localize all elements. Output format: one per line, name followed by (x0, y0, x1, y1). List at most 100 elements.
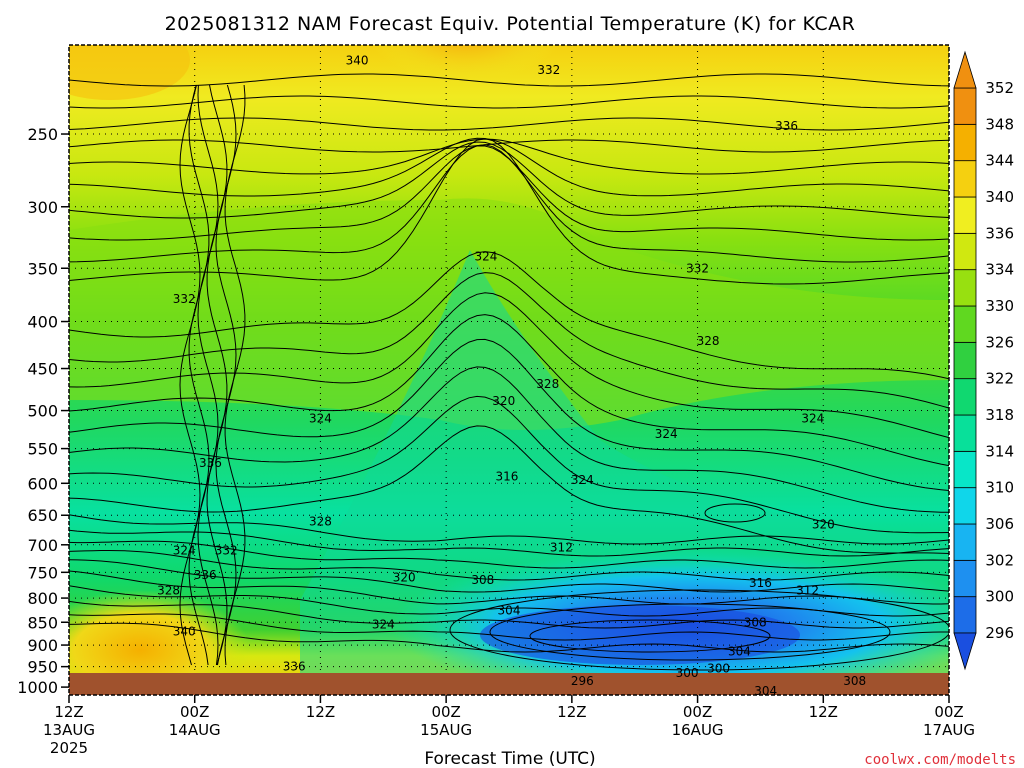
x-tick-time: 00Z (934, 703, 963, 721)
contour-line (449, 589, 949, 671)
y-tick-label: 400 (27, 313, 58, 332)
contour-line (69, 292, 949, 439)
contour-label: 332 (686, 261, 709, 275)
colorbar-label: 300 (985, 588, 1014, 606)
contour-line (69, 622, 949, 653)
contour-line (704, 503, 766, 523)
y-tick-label: 700 (27, 536, 58, 555)
contour-line (197, 84, 219, 666)
colorbar-label: 348 (985, 115, 1014, 133)
contour-label: 332 (537, 63, 560, 77)
contour-label: 308 (843, 674, 866, 688)
colorbar-label: 334 (985, 261, 1014, 279)
contour-label: 336 (775, 119, 798, 133)
colorbar-label: 302 (985, 551, 1014, 569)
x-tick-time: 12Z (306, 703, 335, 721)
contour-line (69, 613, 949, 641)
x-tick-date: 16AUG (672, 721, 724, 739)
contour-label: 320 (393, 571, 416, 585)
colorbar-swatch (953, 487, 977, 525)
contour-label: 324 (173, 543, 196, 557)
colorbar-label: 318 (985, 406, 1014, 424)
contour-line (206, 84, 228, 666)
contour-line (69, 139, 949, 153)
y-tick-label: 750 (27, 563, 58, 582)
colorbar-swatch (953, 123, 977, 162)
contour-label: 336 (194, 568, 217, 582)
contour-label: 320 (492, 394, 515, 408)
contour-line (179, 84, 201, 666)
colorbar-bottom-arrow (953, 632, 977, 671)
contour-label: 316 (495, 470, 518, 484)
contour-line (69, 117, 949, 131)
contour-label: 300 (676, 666, 699, 680)
mid-level-ridge (69, 198, 949, 430)
colorbar-label: 306 (985, 515, 1014, 533)
contour-line (529, 619, 771, 653)
contour-label: 336 (283, 660, 306, 674)
y-tick-label: 800 (27, 589, 58, 608)
colorbar-swatch (953, 305, 977, 343)
credit-text: coolwx.com/modelts (864, 752, 1016, 768)
contour-label: 300 (707, 662, 730, 676)
contour-line (69, 138, 949, 285)
contour-line (69, 529, 949, 557)
contour-line (69, 550, 949, 581)
contour-label: 308 (471, 573, 494, 587)
contour-line (69, 570, 949, 605)
contour-label: 316 (749, 576, 772, 590)
contour-label: 312 (550, 541, 573, 555)
contour-label: 304 (498, 603, 521, 617)
colorbar-swatch (953, 523, 977, 561)
contour-line (69, 95, 949, 109)
x-tick-time: 00Z (683, 703, 712, 721)
plot-frame (68, 44, 950, 696)
contour-label: 324 (571, 473, 594, 487)
contour-line (69, 395, 949, 534)
contour-label: 328 (309, 514, 332, 528)
colorbar-label: 310 (985, 479, 1014, 497)
contour-lines (69, 73, 949, 671)
contour-label: 308 (744, 615, 767, 629)
x-tick-time: 00Z (180, 703, 209, 721)
ground-surface (69, 673, 949, 695)
x-tick-date: 13AUG (43, 721, 95, 739)
colorbar-label: 340 (985, 188, 1014, 206)
contour-label: 324 (801, 411, 824, 425)
contour-line (69, 514, 949, 545)
colorbar-swatch (953, 378, 977, 416)
contour-line (69, 540, 949, 569)
colorbar-label: 344 (985, 152, 1014, 170)
contour-label: 336 (199, 456, 222, 470)
colorbar-label: 314 (985, 442, 1014, 460)
x-tick-time: 12Z (557, 703, 586, 721)
y-axis: 250 300 350 400 450 500 550 600 650 700 750 800 850 9… (17, 125, 69, 697)
contour-label: 328 (697, 334, 720, 348)
x-tick-date: 15AUG (420, 721, 472, 739)
x-axis-title: Forecast Time (UTC) (424, 749, 595, 768)
plot-area (69, 45, 949, 695)
colorbar-swatch (953, 269, 977, 307)
y-tick-label: 850 (27, 613, 58, 632)
colorbar-swatch (953, 450, 977, 489)
colorbar-top-arrow (953, 50, 977, 89)
contour-label: 320 (812, 517, 835, 531)
colorbar-label: 322 (985, 370, 1014, 388)
x-tick-date: 14AUG (169, 721, 221, 739)
contour-label: 324 (372, 618, 395, 632)
contour-line (188, 84, 210, 666)
contour-label: 324 (474, 250, 497, 264)
contour-line (69, 137, 949, 197)
warm-top (375, 45, 555, 108)
contour-line (69, 425, 949, 554)
contour-label: 340 (346, 54, 369, 68)
y-tick-label: 900 (27, 636, 58, 655)
y-tick-label: 950 (27, 658, 58, 677)
contour-line (69, 73, 949, 87)
contour-line (69, 138, 949, 175)
colorbar-swatch (953, 596, 977, 634)
contour-label: 296 (571, 674, 594, 688)
colorbar-label: 330 (985, 297, 1014, 315)
